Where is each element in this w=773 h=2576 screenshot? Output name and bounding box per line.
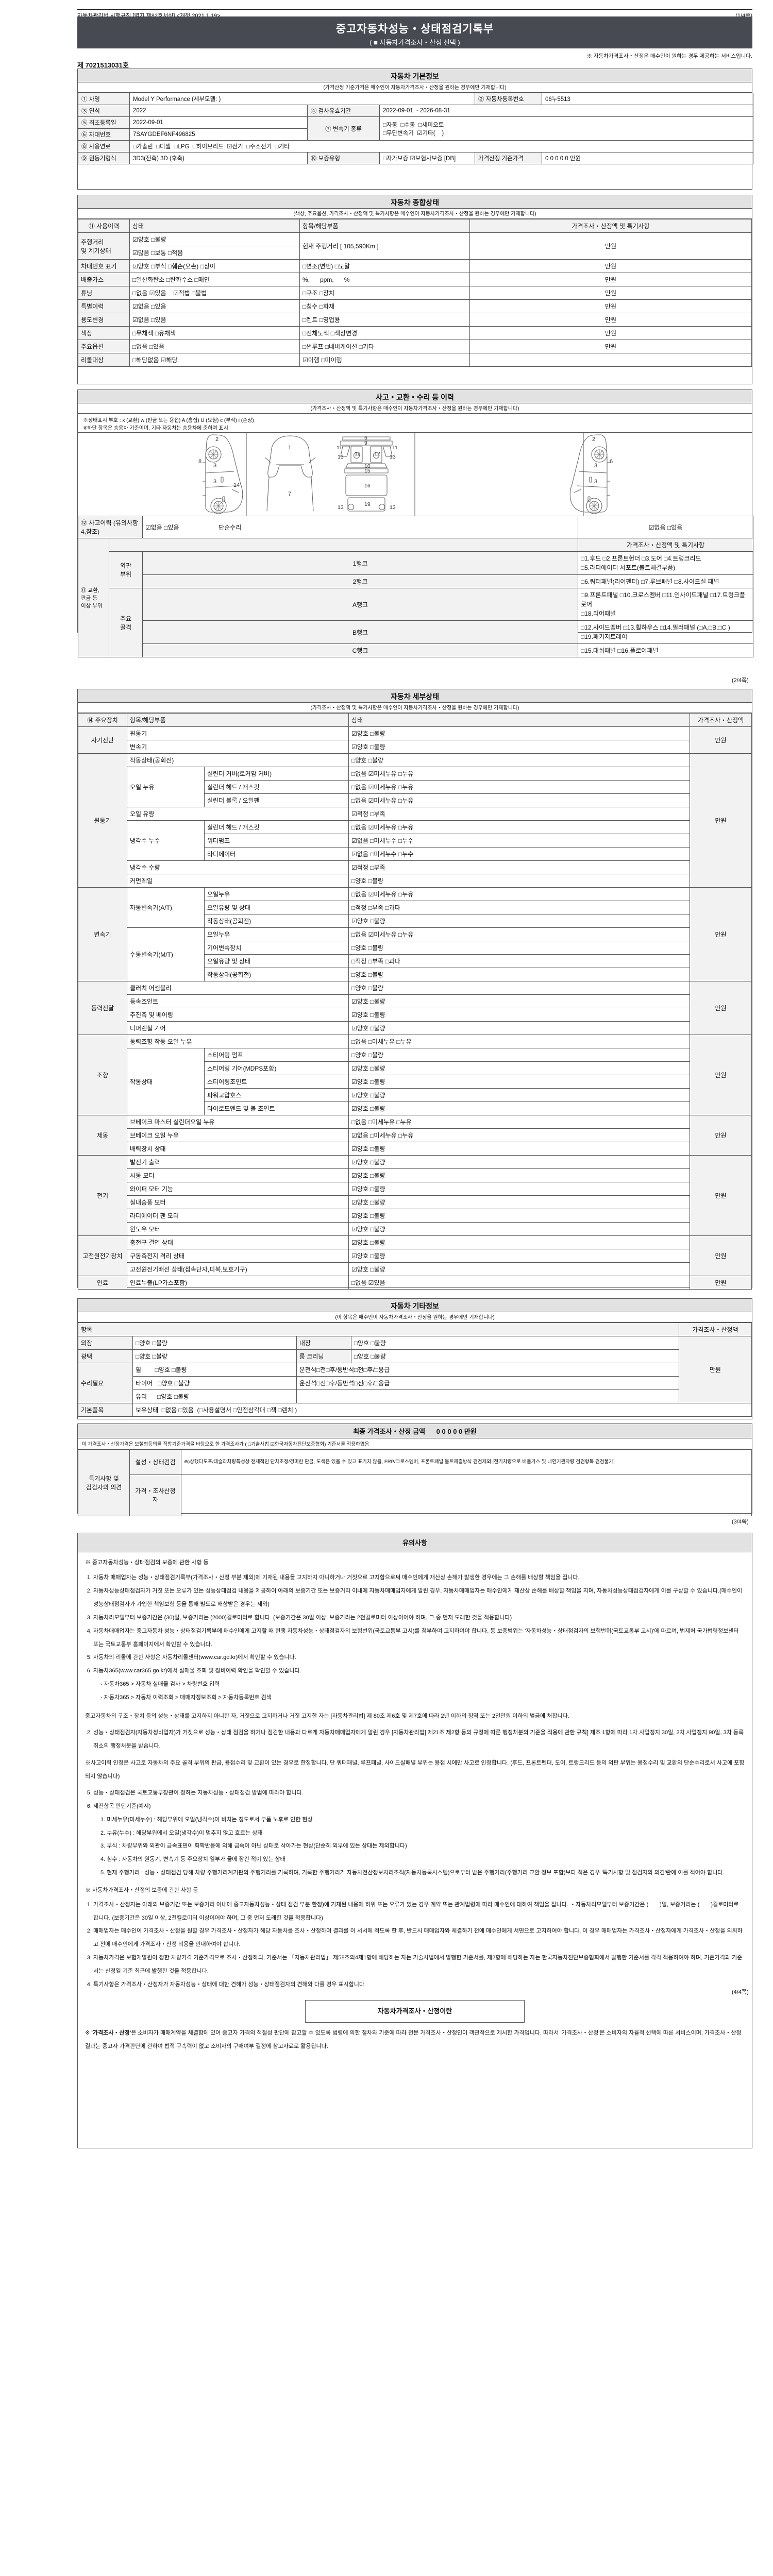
svg-text:11: 11 <box>392 445 398 451</box>
svg-text:3: 3 <box>213 479 216 485</box>
svg-text:11: 11 <box>337 445 342 451</box>
svg-text:12: 12 <box>374 451 380 457</box>
svg-text:9: 9 <box>364 440 367 446</box>
svg-text:13: 13 <box>390 504 396 511</box>
svg-text:2: 2 <box>215 436 219 443</box>
svg-text:13: 13 <box>338 454 344 460</box>
svg-text:7: 7 <box>288 491 291 497</box>
svg-text:13: 13 <box>338 504 344 511</box>
svg-text:13: 13 <box>390 454 396 460</box>
svg-text:3: 3 <box>594 479 597 485</box>
svg-text:14: 14 <box>233 482 240 488</box>
svg-text:12: 12 <box>355 451 361 457</box>
svg-text:1: 1 <box>288 445 291 451</box>
svg-text:3: 3 <box>213 463 216 469</box>
svg-text:16: 16 <box>364 483 371 489</box>
svg-text:6: 6 <box>610 459 613 465</box>
svg-text:15: 15 <box>364 468 371 474</box>
svg-text:8: 8 <box>198 459 201 465</box>
svg-text:19: 19 <box>364 501 371 507</box>
svg-text:3: 3 <box>594 463 597 469</box>
svg-text:2: 2 <box>592 436 595 443</box>
